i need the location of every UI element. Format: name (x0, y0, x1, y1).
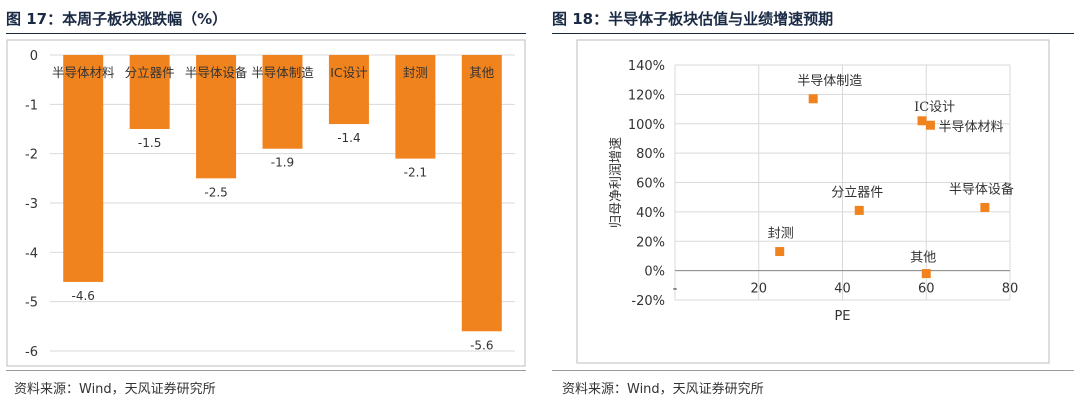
right-title-rule (552, 33, 1074, 34)
left-source-rule (6, 370, 526, 371)
scatter-y-tick-label: -20% (631, 294, 665, 309)
bar (129, 55, 170, 129)
bar (196, 55, 237, 179)
scatter-point-label: 半导体材料 (938, 120, 1003, 135)
scatter-point (925, 120, 935, 130)
bar-y-tick-label: -5 (25, 296, 38, 311)
bar-y-tick-label: -4 (25, 246, 38, 261)
scatter-y-tick-label: 0% (644, 265, 665, 280)
scatter-point-label: 封测 (768, 227, 794, 242)
bar-data-label: -1.9 (271, 156, 294, 170)
bar-data-label: -1.4 (337, 131, 360, 145)
left-figure-title: 图 17：本周子板块涨跌幅（%） (6, 10, 228, 28)
scatter-point (921, 269, 931, 279)
bar-category-label: 分立器件 (125, 65, 175, 80)
bar (63, 55, 104, 282)
bar-category-label: 半导体材料 (52, 65, 115, 80)
bar-category-label: 半导体制造 (251, 65, 314, 80)
bar-data-label: -2.1 (404, 166, 427, 180)
scatter-chart-border (576, 39, 1050, 364)
bar-category-label: IC设计 (330, 65, 367, 80)
bar-y-tick-label: -3 (25, 197, 38, 212)
scatter-point-label: 其他 (910, 251, 936, 266)
bar-chart: 0 -1 -2 -3 -4 -5 -6 半导体材料 -4.6 分立器件 -1.5 半导体设备 -2.5 半… (25, 49, 515, 360)
scatter-y-tick-label: 80% (636, 147, 665, 162)
bar (262, 55, 303, 149)
bar-y-tick-label: -2 (25, 148, 38, 163)
scatter-x-tick-label: - (673, 282, 678, 297)
bar-y-tick-label: 0 (30, 49, 38, 64)
bar-chart-border (6, 39, 526, 367)
scatter-point-label: 半导体设备 (949, 181, 1014, 197)
bar-category-label: 半导体设备 (185, 65, 248, 80)
bar-y-tick-label: -6 (25, 345, 38, 360)
bar (395, 55, 436, 159)
scatter-x-tick-label: 80 (1002, 282, 1019, 297)
right-source: 资料来源：Wind，天风证券研究所 (562, 382, 764, 397)
bar (328, 55, 369, 125)
scatter-y-tick-label: 60% (636, 177, 665, 192)
scatter-x-axis-title: PE (834, 309, 850, 324)
scatter-y-tick-label: 20% (636, 235, 665, 250)
scatter-point-label: IC设计 (914, 100, 955, 115)
bar-data-label: -1.5 (138, 136, 161, 150)
scatter-x-tick-label: 20 (750, 282, 767, 297)
bar-y-tick-label: -1 (25, 98, 38, 113)
scatter-y-tick-label: 140% (628, 59, 665, 74)
scatter-point-label: 半导体制造 (797, 74, 862, 89)
scatter-y-tick-label: 40% (636, 206, 665, 221)
right-source-rule (552, 370, 1074, 371)
bar-category-label: 其他 (469, 65, 495, 80)
scatter-x-tick-label: 60 (918, 282, 935, 297)
bar-data-label: -5.6 (470, 338, 493, 352)
scatter-x-tick-label: 40 (834, 282, 851, 297)
left-source: 资料来源：Wind，天风证券研究所 (14, 382, 216, 397)
bar-data-label: -2.5 (204, 185, 227, 199)
bar-data-label: -4.6 (72, 289, 95, 303)
scatter-point (917, 116, 927, 126)
scatter-point-label: 分立器件 (831, 185, 883, 200)
bar-category-label: 封测 (403, 65, 428, 80)
scatter-point (808, 94, 818, 104)
bar (461, 55, 502, 332)
scatter-y-tick-label: 120% (628, 88, 665, 103)
scatter-point (775, 247, 785, 257)
scatter-point (980, 202, 990, 212)
right-figure-title: 图 18：半导体子板块估值与业绩增速预期 (552, 10, 834, 28)
left-title-rule (6, 33, 526, 34)
scatter-y-tick-label: 100% (628, 118, 665, 133)
scatter-y-axis-title: 归母净利润增速 (609, 137, 624, 228)
scatter-point (854, 205, 864, 215)
scatter-chart: 140% 120% 100% 80% 60% 40% 20% 0% -20%- 20 40 60 80 P… (609, 59, 1018, 324)
